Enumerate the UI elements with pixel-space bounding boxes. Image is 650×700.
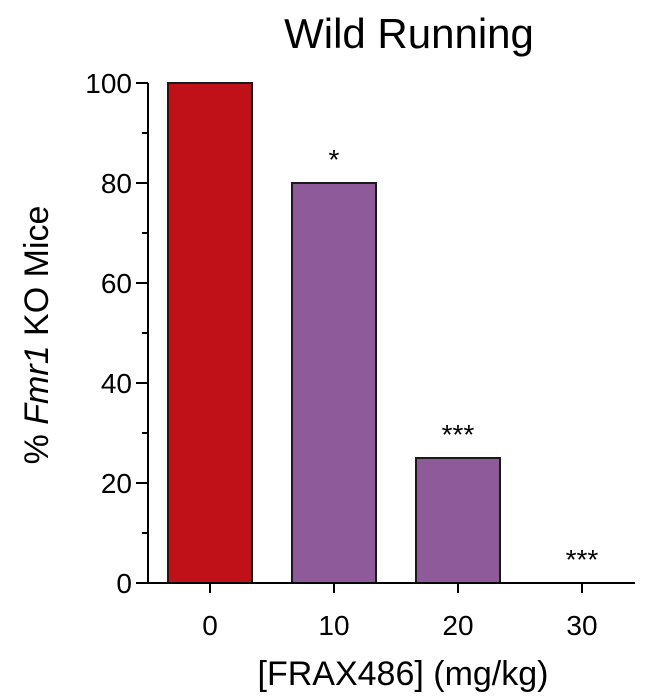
y-axis-label-italic: Fmr1 [18, 345, 56, 424]
significance-label-10: * [329, 144, 340, 175]
bar-0 [167, 82, 253, 584]
y-tick-label-20: 20 [101, 468, 132, 499]
significance-label-30: *** [566, 544, 599, 575]
y-axis-label: % Fmr1 KO Mice [18, 206, 56, 465]
y-tick-label-0: 0 [116, 568, 132, 599]
bar-10 [291, 182, 377, 584]
x-tick-label-0: 0 [202, 610, 218, 641]
y-tick-label-60: 60 [101, 268, 132, 299]
y-axis-label-prefix: % [18, 425, 56, 465]
y-tick-label-100: 100 [85, 68, 132, 99]
y-tick-label-40: 40 [101, 368, 132, 399]
plot-area: 0 * 10 *** 20 *** 30 0 20 40 60 80 100 [85, 68, 635, 641]
y-tick-label-80: 80 [101, 168, 132, 199]
chart-title: Wild Running [284, 10, 534, 57]
x-tick-label-10: 10 [318, 610, 349, 641]
bar-20 [415, 457, 501, 584]
x-axis-label: [FRAX486] (mg/kg) [258, 655, 549, 693]
x-tick-label-20: 20 [442, 610, 473, 641]
significance-label-20: *** [442, 419, 475, 450]
x-tick-label-30: 30 [566, 610, 597, 641]
y-axis-label-suffix: KO Mice [18, 206, 56, 346]
